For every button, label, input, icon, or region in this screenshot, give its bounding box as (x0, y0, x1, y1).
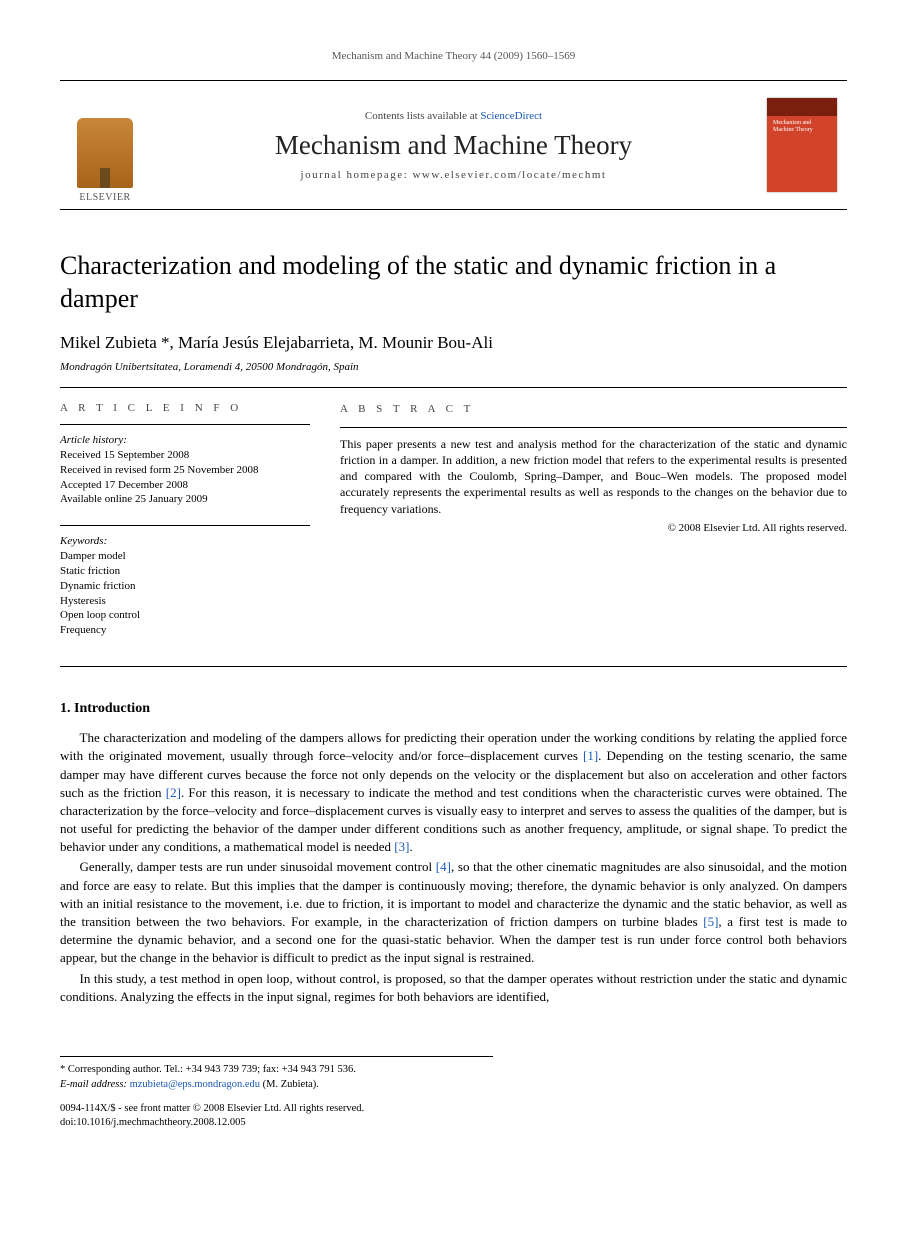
affiliation: Mondragón Unibertsitatea, Loramendi 4, 2… (60, 361, 847, 373)
history-line: Accepted 17 December 2008 (60, 478, 310, 493)
cover-thumb-text: Mechanism and Machine Theory (773, 120, 831, 133)
citation-link[interactable]: [4] (436, 859, 451, 874)
keyword: Damper model (60, 549, 310, 564)
introduction-section: 1. Introduction The characterization and… (60, 701, 847, 1006)
paragraph: In this study, a test method in open loo… (60, 970, 847, 1006)
history-line: Available online 25 January 2009 (60, 492, 310, 507)
paragraph: Generally, damper tests are run under si… (60, 858, 847, 967)
contents-line: Contents lists available at ScienceDirec… (150, 110, 757, 122)
text-run: . (409, 839, 412, 854)
homepage-prefix: journal homepage: (301, 169, 413, 181)
divider (60, 666, 847, 667)
corresponding-author: * Corresponding author. Tel.: +34 943 73… (60, 1063, 493, 1078)
email-suffix: (M. Zubieta). (260, 1079, 319, 1090)
article-info-label: A R T I C L E I N F O (60, 402, 310, 414)
keyword: Dynamic friction (60, 579, 310, 594)
article-title: Characterization and modeling of the sta… (60, 250, 847, 315)
abstract-copyright: © 2008 Elsevier Ltd. All rights reserved… (340, 521, 847, 536)
journal-cover: Mechanism and Machine Theory (757, 81, 847, 209)
cover-thumbnail: Mechanism and Machine Theory (767, 98, 837, 192)
paragraph: The characterization and modeling of the… (60, 729, 847, 856)
footnotes: * Corresponding author. Tel.: +34 943 73… (60, 1056, 493, 1092)
homepage-line: journal homepage: www.elsevier.com/locat… (150, 169, 757, 181)
footer-line: 0094-114X/$ - see front matter © 2008 El… (60, 1102, 847, 1116)
citation-link[interactable]: [1] (583, 748, 598, 763)
email-link[interactable]: mzubieta@eps.mondragon.edu (130, 1079, 260, 1090)
email-line: E-mail address: mzubieta@eps.mondragon.e… (60, 1078, 493, 1093)
history-head: Article history: (60, 433, 310, 448)
email-label: E-mail address: (60, 1079, 130, 1090)
article-info-column: A R T I C L E I N F O Article history: R… (60, 402, 310, 656)
citation-link[interactable]: [2] (166, 785, 181, 800)
elsevier-tree-icon (77, 118, 133, 188)
abstract-text: This paper presents a new test and analy… (340, 428, 847, 517)
keyword: Hysteresis (60, 594, 310, 609)
citation-link[interactable]: [3] (394, 839, 409, 854)
keyword: Static friction (60, 564, 310, 579)
copyright-footer: 0094-114X/$ - see front matter © 2008 El… (60, 1102, 847, 1130)
keywords-head: Keywords: (60, 534, 310, 549)
authors: Mikel Zubieta *, María Jesús Elejabarrie… (60, 333, 847, 353)
journal-name: Mechanism and Machine Theory (150, 130, 757, 161)
keyword: Open loop control (60, 608, 310, 623)
running-head: Mechanism and Machine Theory 44 (2009) 1… (60, 50, 847, 62)
publisher-logo: ELSEVIER (60, 81, 150, 209)
keyword: Frequency (60, 623, 310, 638)
history-line: Received in revised form 25 November 200… (60, 463, 310, 478)
abstract-column: A B S T R A C T This paper presents a ne… (340, 402, 847, 656)
text-run: Generally, damper tests are run under si… (80, 859, 436, 874)
citation-link[interactable]: [5] (703, 914, 718, 929)
journal-masthead: ELSEVIER Contents lists available at Sci… (60, 80, 847, 210)
contents-prefix: Contents lists available at (365, 110, 480, 122)
publisher-name: ELSEVIER (79, 192, 130, 203)
abstract-label: A B S T R A C T (340, 402, 847, 417)
section-heading: 1. Introduction (60, 701, 847, 717)
homepage-url[interactable]: www.elsevier.com/locate/mechmt (412, 169, 606, 181)
history-line: Received 15 September 2008 (60, 448, 310, 463)
doi-line: doi:10.1016/j.mechmachtheory.2008.12.005 (60, 1116, 847, 1130)
sciencedirect-link[interactable]: ScienceDirect (480, 110, 542, 122)
